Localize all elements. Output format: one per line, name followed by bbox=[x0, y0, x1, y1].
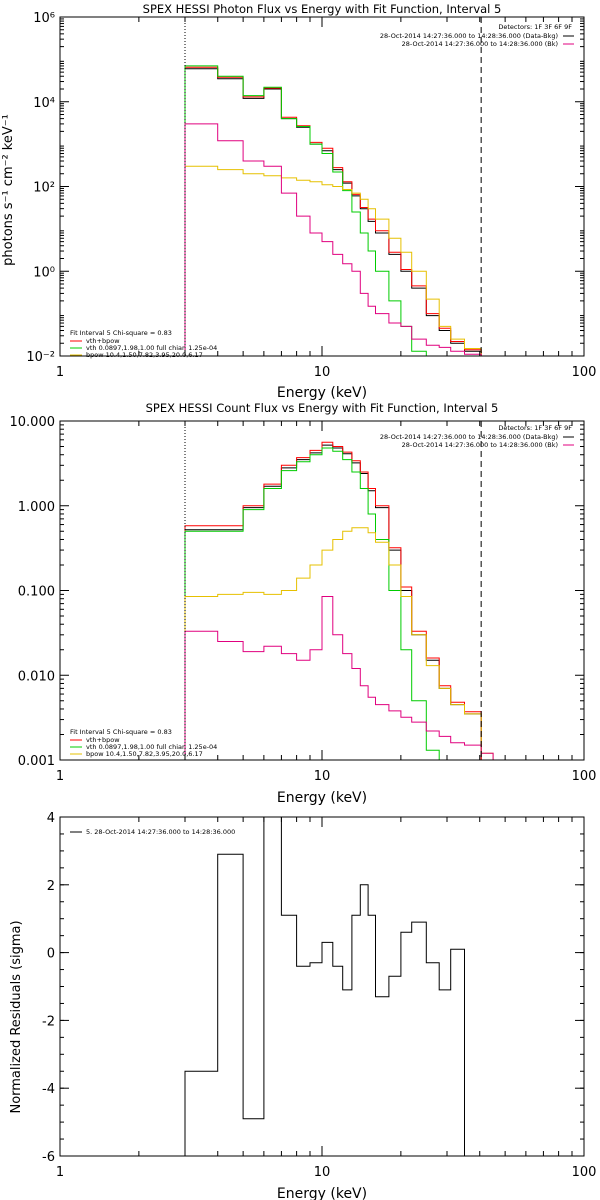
series-line-vth bbox=[184, 447, 494, 760]
y-tick-label: 0.100 bbox=[18, 585, 55, 600]
photon-flux-panel: SPEX HESSI Photon Flux vs Energy with Fi… bbox=[1, 2, 596, 401]
y-tick-label: -2 bbox=[42, 1014, 55, 1029]
fit-legend-header: Fit Interval 5 Chi-square = 0.83 bbox=[70, 728, 172, 736]
fit-legend-entry: bpow 10.4,1.50,7.82,3.95,20.0,6.17 bbox=[70, 351, 203, 359]
interval-legend-text: 5. 28-Oct-2014 14:27:36.000 to 14:28:36.… bbox=[86, 828, 235, 836]
panel-title: SPEX HESSI Count Flux vs Energy with Fit… bbox=[146, 401, 499, 415]
top-legend-text: 28-Oct-2014 14:27:36.000 to 14:28:36.000… bbox=[380, 433, 558, 441]
y-tick-label: 10⁻² bbox=[26, 350, 55, 365]
top-legend-entry: 28-Oct-2014 14:27:36.000 to 14:28:36.000… bbox=[380, 32, 574, 40]
x-tick-label: 100 bbox=[572, 365, 597, 380]
fit-legend-entry: vth+bpow bbox=[70, 337, 120, 345]
x-tick-label: 1 bbox=[56, 769, 64, 784]
fit-legend-text: bpow 10.4,1.50,7.82,3.95,20.0,6.17 bbox=[86, 750, 203, 758]
x-tick-label: 100 bbox=[572, 1165, 597, 1180]
count-flux-panel: SPEX HESSI Count Flux vs Energy with Fit… bbox=[10, 401, 597, 806]
y-tick-label: 10⁴ bbox=[33, 96, 55, 111]
x-axis-label: Energy (keV) bbox=[277, 1186, 367, 1200]
x-tick-label: 1 bbox=[56, 365, 64, 380]
y-axis-label: Normalized Residuals (sigma) bbox=[9, 920, 24, 1113]
x-axis-label: Energy (keV) bbox=[277, 790, 367, 806]
series-line-bkg bbox=[184, 596, 494, 760]
y-tick-label: 0.001 bbox=[18, 754, 55, 769]
x-tick-label: 10 bbox=[314, 769, 331, 784]
fit-legend-text: bpow 10.4,1.50,7.82,3.95,20.0,6.17 bbox=[86, 351, 203, 359]
top-legend-entry: 28-Oct-2014 14:27:36.000 to 14:28:36.000… bbox=[402, 441, 574, 449]
top-legend-entry: 28-Oct-2014 14:27:36.000 to 14:28:36.000… bbox=[380, 433, 574, 441]
series-line-bkg bbox=[184, 123, 482, 356]
fit-legend-header: Fit Interval 5 Chi-square = 0.83 bbox=[70, 329, 172, 337]
plot-area bbox=[184, 817, 482, 1156]
top-legend-header: Detectors: 1F 3F 6F 9F bbox=[498, 23, 572, 31]
plot-area bbox=[184, 421, 494, 760]
series-line-bpow bbox=[184, 527, 494, 760]
fit-legend-text: vth+bpow bbox=[86, 736, 120, 744]
fit-legend-text: vth 0.0897,1.98,1.00 full chian 1.25e-04 bbox=[86, 743, 217, 751]
series-line-total bbox=[184, 66, 482, 356]
y-tick-label: 1.000 bbox=[18, 500, 55, 515]
y-tick-label: 10² bbox=[33, 181, 55, 196]
y-tick-label: 10⁰ bbox=[33, 265, 55, 280]
y-tick-label: -4 bbox=[42, 1082, 55, 1097]
plot-area bbox=[184, 17, 482, 356]
fit-legend-entry: vth+bpow bbox=[70, 736, 120, 744]
x-tick-label: 1 bbox=[56, 1165, 64, 1180]
interval-legend-entry: 5. 28-Oct-2014 14:27:36.000 to 14:28:36.… bbox=[70, 828, 235, 836]
y-tick-label: 10.000 bbox=[10, 415, 56, 430]
y-tick-label: 0.010 bbox=[18, 669, 55, 684]
panel-title: SPEX HESSI Photon Flux vs Energy with Fi… bbox=[143, 2, 502, 16]
top-legend-text: 28-Oct-2014 14:27:36.000 to 14:28:36.000… bbox=[380, 32, 558, 40]
series-line-data bbox=[184, 68, 482, 356]
series-line-bpow bbox=[184, 165, 482, 356]
y-tick-label: 10⁶ bbox=[33, 11, 55, 26]
series-line-residuals bbox=[184, 817, 482, 1156]
top-legend-header: Detectors: 1F 3F 6F 9F bbox=[498, 424, 572, 432]
y-tick-label: 4 bbox=[47, 811, 55, 826]
y-tick-label: -6 bbox=[42, 1150, 55, 1165]
residuals-panel: Normalized Residuals (sigma) Energy (keV… bbox=[9, 811, 596, 1200]
top-legend-entry: 28-Oct-2014 14:27:36.000 to 14:28:36.000… bbox=[402, 40, 574, 48]
y-tick-label: 2 bbox=[47, 879, 55, 894]
x-tick-label: 10 bbox=[314, 1165, 331, 1180]
fit-legend-text: vth 0.0897,1.98,1.00 full chian 1.25e-04 bbox=[86, 344, 217, 352]
top-legend-text: 28-Oct-2014 14:27:36.000 to 14:28:36.000… bbox=[402, 40, 558, 48]
y-tick-label: 0 bbox=[47, 947, 55, 962]
fit-legend-entry: bpow 10.4,1.50,7.82,3.95,20.0,6.17 bbox=[70, 750, 203, 758]
x-tick-label: 10 bbox=[314, 365, 331, 380]
fit-legend-entry: vth 0.0897,1.98,1.00 full chian 1.25e-04 bbox=[70, 344, 217, 352]
x-axis-label: Energy (keV) bbox=[277, 385, 367, 401]
fit-legend-text: vth+bpow bbox=[86, 337, 120, 345]
x-tick-label: 100 bbox=[572, 769, 597, 784]
fit-legend-entry: vth 0.0897,1.98,1.00 full chian 1.25e-04 bbox=[70, 743, 217, 751]
y-axis-label: photons s⁻¹ cm⁻² keV⁻¹ bbox=[1, 114, 16, 266]
top-legend-text: 28-Oct-2014 14:27:36.000 to 14:28:36.000… bbox=[402, 441, 558, 449]
